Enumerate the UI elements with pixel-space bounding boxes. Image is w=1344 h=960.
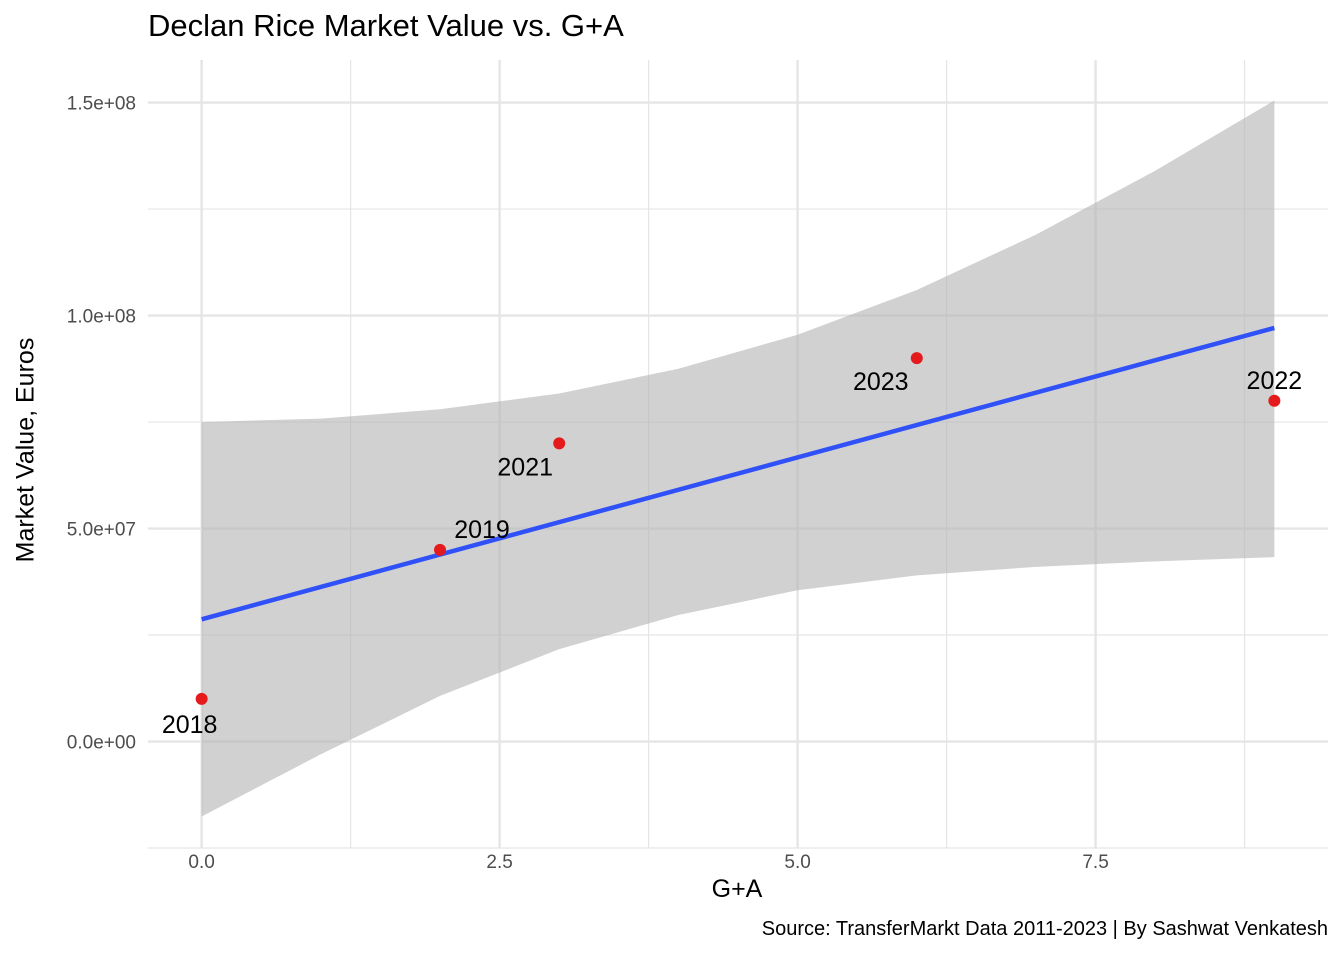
- x-tick-label: 0.0: [188, 852, 214, 873]
- y-tick-label: 5.0e+07: [67, 520, 136, 541]
- data-point-2018: [195, 692, 208, 705]
- chart-caption: Source: TransferMarkt Data 2011-2023 | B…: [761, 918, 1328, 940]
- x-tick-label: 2.5: [486, 852, 512, 873]
- point-labels: 2018 2019 2021 2023 2022: [162, 367, 1302, 739]
- data-point-2022: [1268, 394, 1281, 407]
- y-tick-label: 1.0e+08: [67, 307, 136, 328]
- point-label-2018: 2018: [162, 711, 218, 739]
- x-tick-labels: 0.0 2.5 5.0 7.5: [188, 852, 1108, 873]
- data-points: [195, 352, 1281, 705]
- x-tick-label: 7.5: [1082, 852, 1108, 873]
- y-tick-label: 0.0e+00: [67, 733, 136, 754]
- data-point-2019: [434, 543, 447, 556]
- y-tick-label: 1.5e+08: [67, 94, 136, 115]
- point-label-2023: 2023: [853, 368, 909, 396]
- regression-line: [201, 325, 1275, 622]
- y-axis-label: Market Value, Euros: [11, 337, 40, 563]
- x-tick-label: 5.0: [784, 852, 810, 873]
- confidence-band: [201, 100, 1275, 817]
- point-label-2022: 2022: [1247, 367, 1303, 395]
- y-tick-labels: 0.0e+00 5.0e+07 1.0e+08 1.5e+08: [67, 94, 136, 754]
- chart-title: Declan Rice Market Value vs. G+A: [148, 8, 624, 43]
- point-label-2021: 2021: [497, 453, 553, 481]
- data-point-2023: [910, 352, 923, 365]
- data-point-2021: [553, 437, 566, 450]
- x-axis-label: G+A: [711, 875, 763, 903]
- point-label-2019: 2019: [454, 516, 510, 544]
